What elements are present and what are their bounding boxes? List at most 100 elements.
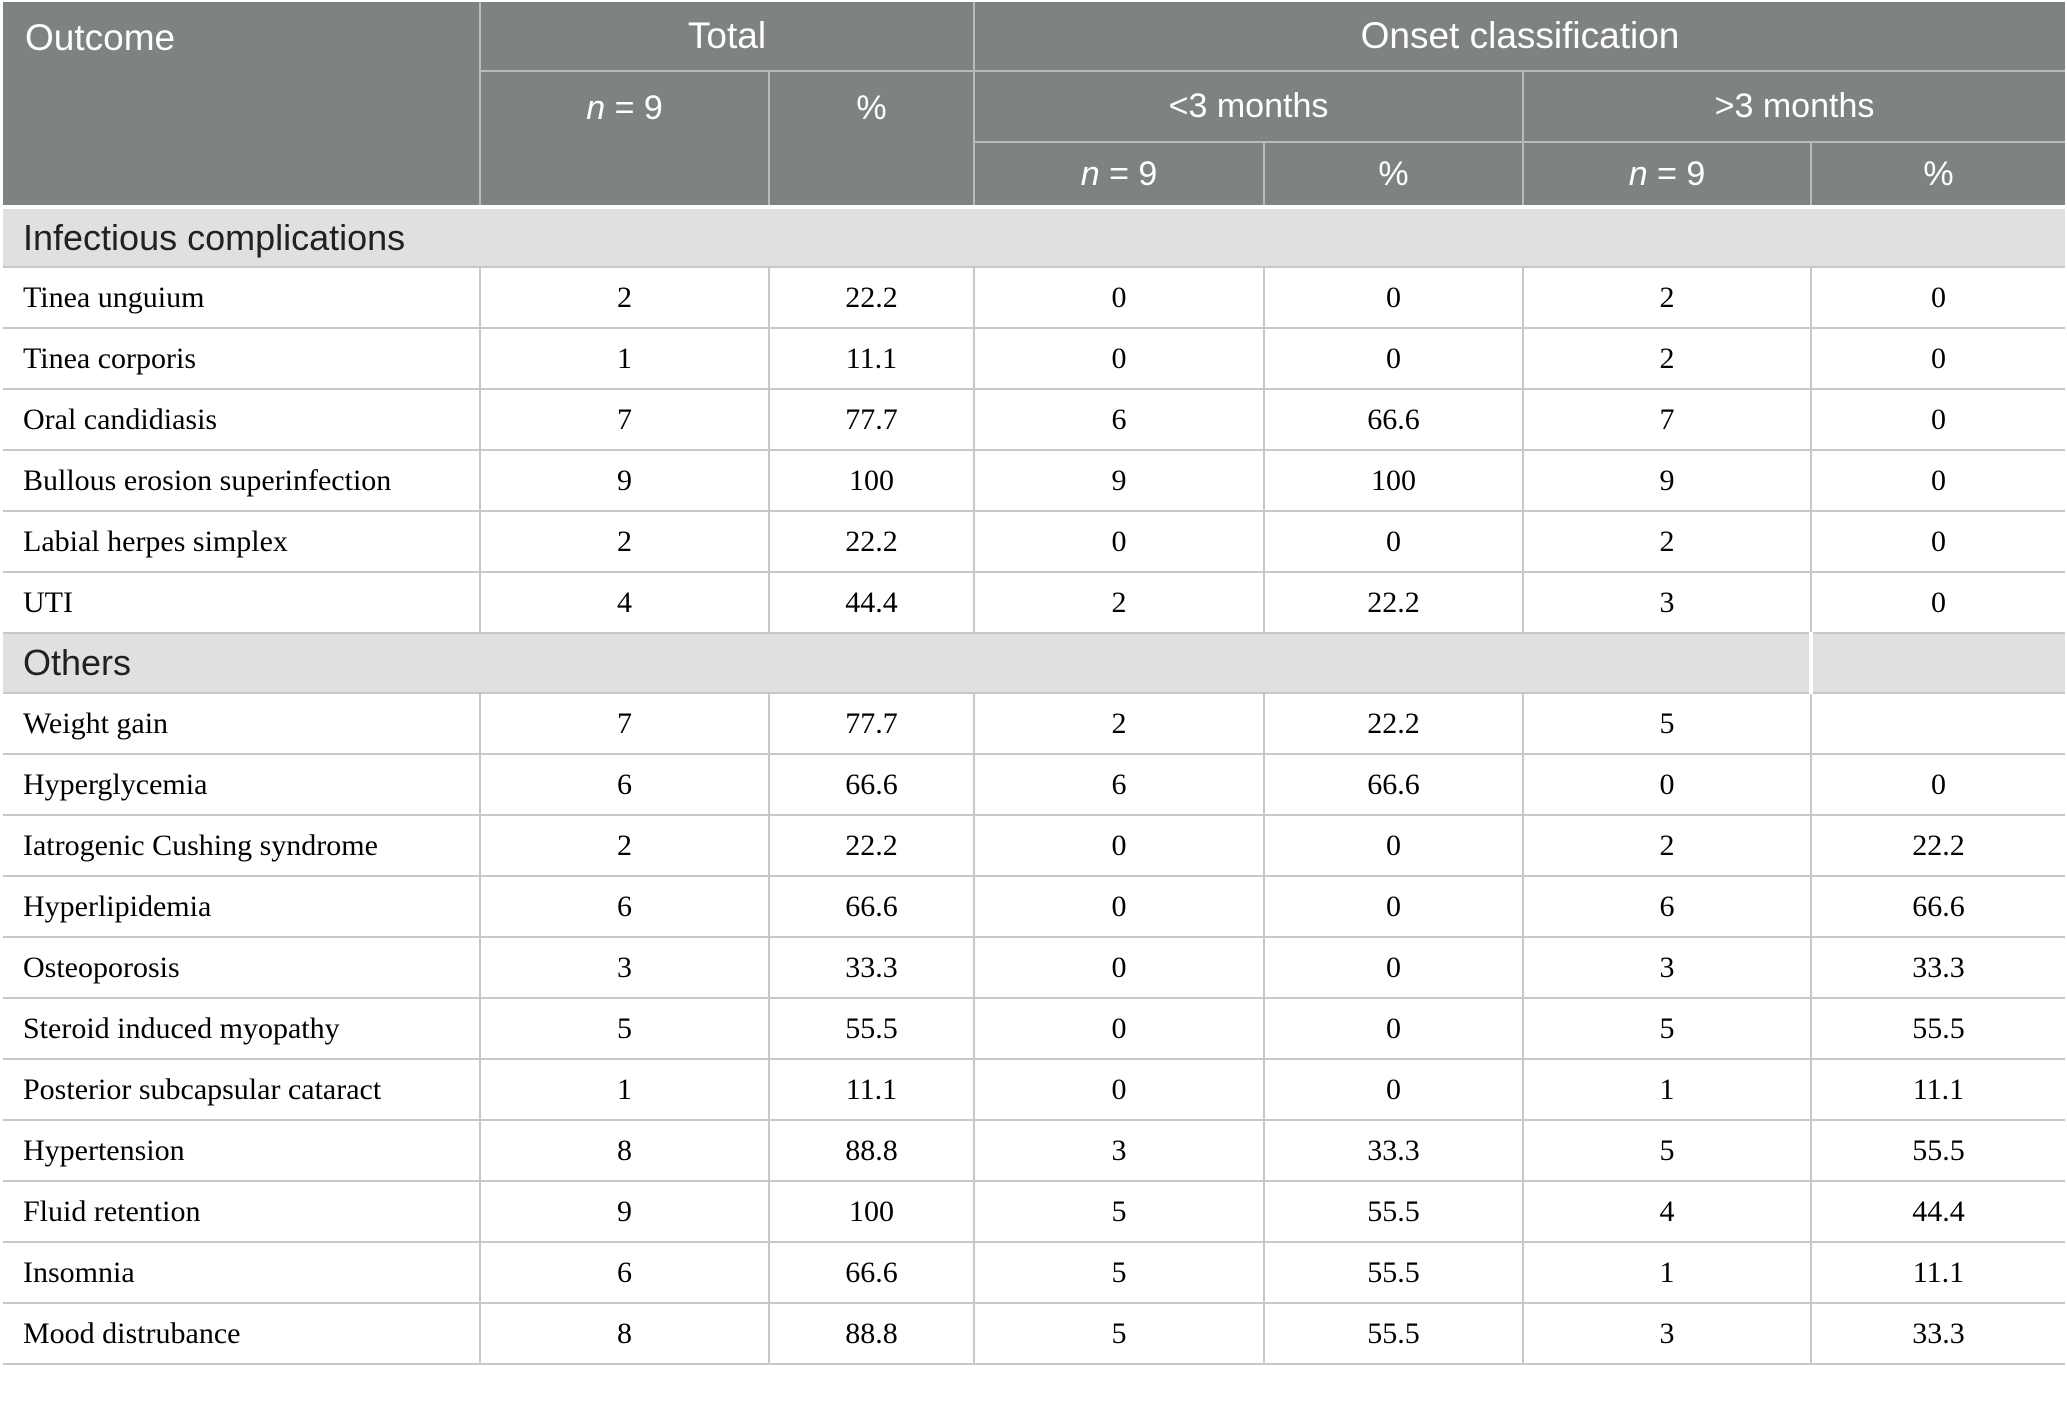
value-cell: 77.7 [768,388,975,451]
value-cell: 0 [1810,510,2065,573]
section-label: Infectious complications [3,205,2065,268]
value-cell: 0 [1263,266,1524,329]
value-cell: 0 [1810,449,2065,512]
value-cell [1810,692,2065,755]
table-row: UTI 4 44.4 2 22.2 3 0 [3,571,2065,634]
table-row: Hyperglycemia 6 66.6 6 66.6 0 0 [3,753,2065,816]
value-cell: 11.1 [1810,1241,2065,1304]
value-cell: 2 [1522,327,1812,390]
value-cell: 0 [973,266,1265,329]
value-cell: 0 [1810,571,2065,634]
value-cell: 9 [1522,449,1812,512]
value-cell: 5 [973,1241,1265,1304]
table-row: Tinea unguium 2 22.2 0 0 2 0 [3,266,2065,329]
value-cell: 0 [1810,266,2065,329]
value-cell: 0 [1810,327,2065,390]
header-row-groups: Outcome Total Onset classification [3,2,2065,208]
value-cell: 5 [1522,997,1812,1060]
value-cell: 33.3 [1810,1302,2065,1365]
outcome-cell: Bullous erosion superinfection [3,449,481,512]
value-cell: 1 [1522,1241,1812,1304]
value-cell: 22.2 [1810,814,2065,877]
value-cell: 2 [1522,266,1812,329]
value-cell: 44.4 [768,571,975,634]
table-row: Mood distrubance 8 88.8 5 55.5 3 33.3 [3,1302,2065,1365]
value-cell: 55.5 [1263,1241,1524,1304]
value-cell: 0 [1263,510,1524,573]
outcome-cell: Fluid retention [3,1180,481,1243]
column-header-total-percent: % [768,70,975,208]
value-cell: 0 [973,1058,1265,1121]
value-cell: 0 [1263,875,1524,938]
outcome-cell: Osteoporosis [3,936,481,999]
column-header-lt3-n: n = 9 [973,141,1265,208]
outcome-cell: Insomnia [3,1241,481,1304]
column-header-total: Total [479,2,975,72]
value-cell: 88.8 [768,1302,975,1365]
value-cell: 2 [1522,814,1812,877]
n-variable: n [586,89,606,127]
value-cell: 0 [1263,814,1524,877]
value-cell: 3 [973,1119,1265,1182]
value-cell: 2 [479,510,770,573]
value-cell: 44.4 [1810,1180,2065,1243]
table-row: Insomnia 6 66.6 5 55.5 1 11.1 [3,1241,2065,1304]
value-cell: 0 [973,814,1265,877]
value-cell: 0 [973,997,1265,1060]
section-band-row: Infectious complications [3,205,2065,268]
value-cell: 0 [973,875,1265,938]
value-cell: 55.5 [1263,1180,1524,1243]
section-label: Others [3,632,1813,694]
value-cell: 4 [1522,1180,1812,1243]
value-cell: 66.6 [768,753,975,816]
table-row: Hypertension 8 88.8 3 33.3 5 55.5 [3,1119,2065,1182]
value-cell: 66.6 [768,875,975,938]
value-cell: 3 [1522,1302,1812,1365]
value-cell: 9 [973,449,1265,512]
column-header-lt3-months: <3 months [973,70,1524,143]
outcome-cell: Oral candidiasis [3,388,481,451]
outcome-cell: Hyperlipidemia [3,875,481,938]
value-cell: 6 [479,1241,770,1304]
n-value: = 9 [614,89,663,127]
header-row-measures: n = 9 % n = 9 % [3,141,2065,208]
table-row: Hyperlipidemia 6 66.6 0 0 6 66.6 [3,875,2065,938]
table-row: Posterior subcapsular cataract 1 11.1 0 0 1 11… [3,1058,2065,1121]
value-cell: 66.6 [1810,875,2065,938]
value-cell: 100 [1263,449,1524,512]
column-header-onset-classification: Onset classification [973,2,2065,72]
table-row: Osteoporosis 3 33.3 0 0 3 33.3 [3,936,2065,999]
value-cell: 2 [973,571,1265,634]
value-cell: 1 [479,327,770,390]
outcomes-table: Outcome Total Onset classification n = 9… [3,2,2065,1365]
value-cell: 11.1 [1810,1058,2065,1121]
value-cell: 7 [479,388,770,451]
section-band-end [1809,632,2065,694]
table-row: Bullous erosion superinfection 9 100 9 100 9 0 [3,449,2065,512]
outcome-cell: Mood distrubance [3,1302,481,1365]
value-cell: 2 [1522,510,1812,573]
table-row: Tinea corporis 1 11.1 0 0 2 0 [3,327,2065,390]
value-cell: 22.2 [768,266,975,329]
value-cell: 1 [479,1058,770,1121]
value-cell: 55.5 [1263,1302,1524,1365]
value-cell: 3 [1522,571,1812,634]
outcome-cell: Labial herpes simplex [3,510,481,573]
value-cell: 0 [1263,1058,1524,1121]
value-cell: 22.2 [1263,571,1524,634]
column-header-lt3-percent: % [1263,141,1524,208]
value-cell: 22.2 [768,814,975,877]
value-cell: 6 [973,388,1265,451]
value-cell: 77.7 [768,692,975,755]
value-cell: 4 [479,571,770,634]
value-cell: 7 [1522,388,1812,451]
outcome-cell: Hyperglycemia [3,753,481,816]
value-cell: 11.1 [768,327,975,390]
value-cell: 6 [973,753,1265,816]
outcome-cell: Tinea corporis [3,327,481,390]
outcome-cell: Steroid induced myopathy [3,997,481,1060]
value-cell: 3 [479,936,770,999]
value-cell: 0 [973,327,1265,390]
value-cell: 1 [1522,1058,1812,1121]
value-cell: 8 [479,1302,770,1365]
